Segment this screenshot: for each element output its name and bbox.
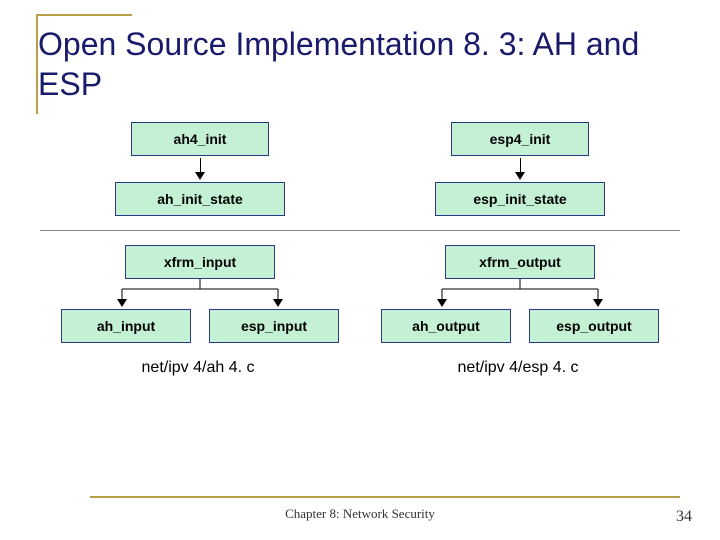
title-rule-left <box>36 14 38 114</box>
bottom-right-col: xfrm_output ah_output esp_output <box>370 245 670 343</box>
slide-title: Open Source Implementation 8. 3: AH and … <box>28 18 692 104</box>
bottom-rule <box>90 496 680 498</box>
box-xfrm-input: xfrm_input <box>125 245 275 279</box>
box-esp-output: esp_output <box>529 309 659 343</box>
diagram: ah4_init ah_init_state esp4_init esp_ini… <box>40 118 680 377</box>
bottom-row: xfrm_input ah_input esp_input xfrm_outpu… <box>40 245 680 343</box>
box-ah-init-state: ah_init_state <box>115 182 285 216</box>
top-left-col: ah4_init ah_init_state <box>115 122 285 216</box>
arrow-down <box>195 158 205 180</box>
footer-text: Chapter 8: Network Security <box>0 506 720 522</box>
box-ah-input: ah_input <box>61 309 191 343</box>
box-ah-output: ah_output <box>381 309 511 343</box>
captions: net/ipv 4/ah 4. c net/ipv 4/esp 4. c <box>40 359 680 377</box>
top-right-col: esp4_init esp_init_state <box>435 122 605 216</box>
caption-right: net/ipv 4/esp 4. c <box>458 359 579 377</box>
box-ah4-init: ah4_init <box>131 122 269 156</box>
separator <box>40 230 680 231</box>
arrow-down <box>515 158 525 180</box>
page-number: 34 <box>676 508 692 526</box>
top-row: ah4_init ah_init_state esp4_init esp_ini… <box>40 122 680 216</box>
split-arrow-right <box>400 279 640 309</box>
box-esp4-init: esp4_init <box>451 122 589 156</box>
box-esp-input: esp_input <box>209 309 339 343</box>
caption-left: net/ipv 4/ah 4. c <box>142 359 255 377</box>
title-rule-top <box>36 14 132 16</box>
bottom-left-col: xfrm_input ah_input esp_input <box>50 245 350 343</box>
box-esp-init-state: esp_init_state <box>435 182 605 216</box>
split-arrow-left <box>80 279 320 309</box>
box-xfrm-output: xfrm_output <box>445 245 595 279</box>
